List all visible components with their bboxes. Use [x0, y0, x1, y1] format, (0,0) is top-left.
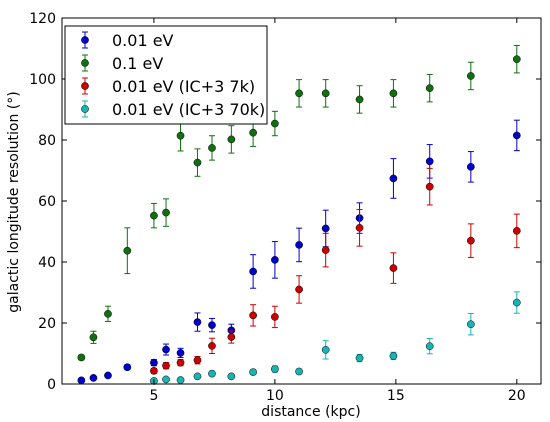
data-point [425, 342, 434, 351]
data-point [271, 256, 279, 264]
data-point [249, 128, 257, 137]
data-point [123, 246, 132, 255]
data-point [150, 358, 158, 367]
data-point [227, 333, 236, 341]
data-point [389, 264, 398, 272]
data-point [321, 89, 330, 98]
plot-area [77, 44, 521, 385]
data-point [227, 135, 236, 144]
data-point [512, 227, 521, 235]
legend-entry-2: 0.01 eV (IC+3 7k) [81, 77, 255, 96]
data-point [193, 356, 202, 365]
legend-entry-0: 0.01 eV [81, 31, 174, 50]
data-point [89, 374, 98, 382]
data-point [162, 345, 170, 354]
legend-marker [81, 59, 89, 67]
data-point [389, 352, 398, 360]
data-point [162, 361, 170, 370]
data-point [150, 367, 158, 375]
x-tick-label: 10 [266, 388, 284, 404]
series-1 [77, 44, 521, 362]
legend-label: 0.01 eV (IC+3 7k) [112, 77, 255, 96]
data-point [355, 95, 364, 104]
y-tick-label: 60 [38, 194, 56, 210]
data-point [512, 131, 521, 140]
y-tick-label: 120 [29, 11, 56, 27]
legend-marker [81, 105, 89, 113]
data-point [104, 310, 112, 318]
data-point [295, 241, 303, 249]
data-point [193, 318, 202, 326]
y-tick-label: 40 [38, 255, 56, 271]
data-point [104, 371, 112, 380]
data-point [295, 367, 303, 376]
data-point [176, 349, 185, 357]
data-point [227, 372, 236, 381]
data-point [425, 157, 434, 166]
data-point [249, 368, 257, 376]
legend-marker [81, 36, 89, 44]
data-point [466, 72, 475, 80]
y-axis-label: galactic longitude resolution (°) [6, 91, 22, 312]
legend-label: 0.1 eV [112, 54, 163, 73]
data-point [466, 320, 475, 329]
data-point [295, 89, 303, 98]
series-3 [150, 291, 521, 385]
x-tick-label: 15 [387, 388, 405, 404]
legend-entry-1: 0.1 eV [81, 54, 163, 73]
data-point [355, 354, 364, 362]
series-2 [150, 167, 521, 375]
data-point [193, 372, 202, 381]
x-axis-label: distance (kpc) [261, 404, 360, 420]
legend-marker [81, 82, 89, 90]
data-point [123, 363, 132, 372]
data-point [321, 246, 330, 254]
legend-label: 0.01 eV (IC+3 70k) [112, 100, 265, 119]
data-point [466, 236, 475, 245]
data-point [389, 174, 398, 183]
data-point [321, 345, 330, 354]
y-tick-label: 0 [47, 377, 56, 393]
data-point [77, 353, 86, 362]
y-tick-label: 80 [38, 133, 56, 149]
data-point [321, 224, 330, 233]
data-point [466, 162, 475, 171]
data-point [208, 144, 216, 152]
data-point [271, 313, 279, 321]
data-point [512, 55, 521, 64]
data-point [193, 158, 202, 167]
data-point [208, 321, 216, 329]
data-point [176, 376, 185, 384]
y-tick-label: 100 [29, 72, 56, 88]
data-point [208, 342, 216, 350]
data-point [77, 376, 86, 385]
x-tick-label: 5 [149, 388, 158, 404]
data-point [271, 365, 279, 373]
data-point [295, 285, 303, 294]
data-point [150, 211, 158, 220]
data-point [249, 267, 257, 276]
data-point [162, 375, 170, 384]
data-point [208, 369, 216, 378]
legend: 0.01 eV 0.1 eV 0.01 eV (IC+3 7k) 0.01 eV (I… [64, 25, 268, 125]
data-point [271, 119, 279, 128]
y-tick-label: 20 [38, 316, 56, 332]
data-point [249, 311, 257, 320]
data-point [512, 298, 521, 307]
legend-entry-3: 0.01 eV (IC+3 70k) [81, 100, 265, 119]
axes: 5 10 15 20 0 20 40 60 80 100 120 [29, 11, 542, 404]
legend-label: 0.01 eV [112, 31, 174, 50]
data-point [176, 358, 185, 367]
data-point [425, 84, 434, 93]
data-point [89, 333, 98, 342]
data-point [425, 182, 434, 191]
data-point [162, 208, 170, 217]
legend-box [64, 25, 268, 125]
x-tick-label: 20 [508, 388, 526, 404]
data-point [389, 89, 398, 98]
data-point [176, 131, 185, 140]
data-point [355, 223, 364, 232]
